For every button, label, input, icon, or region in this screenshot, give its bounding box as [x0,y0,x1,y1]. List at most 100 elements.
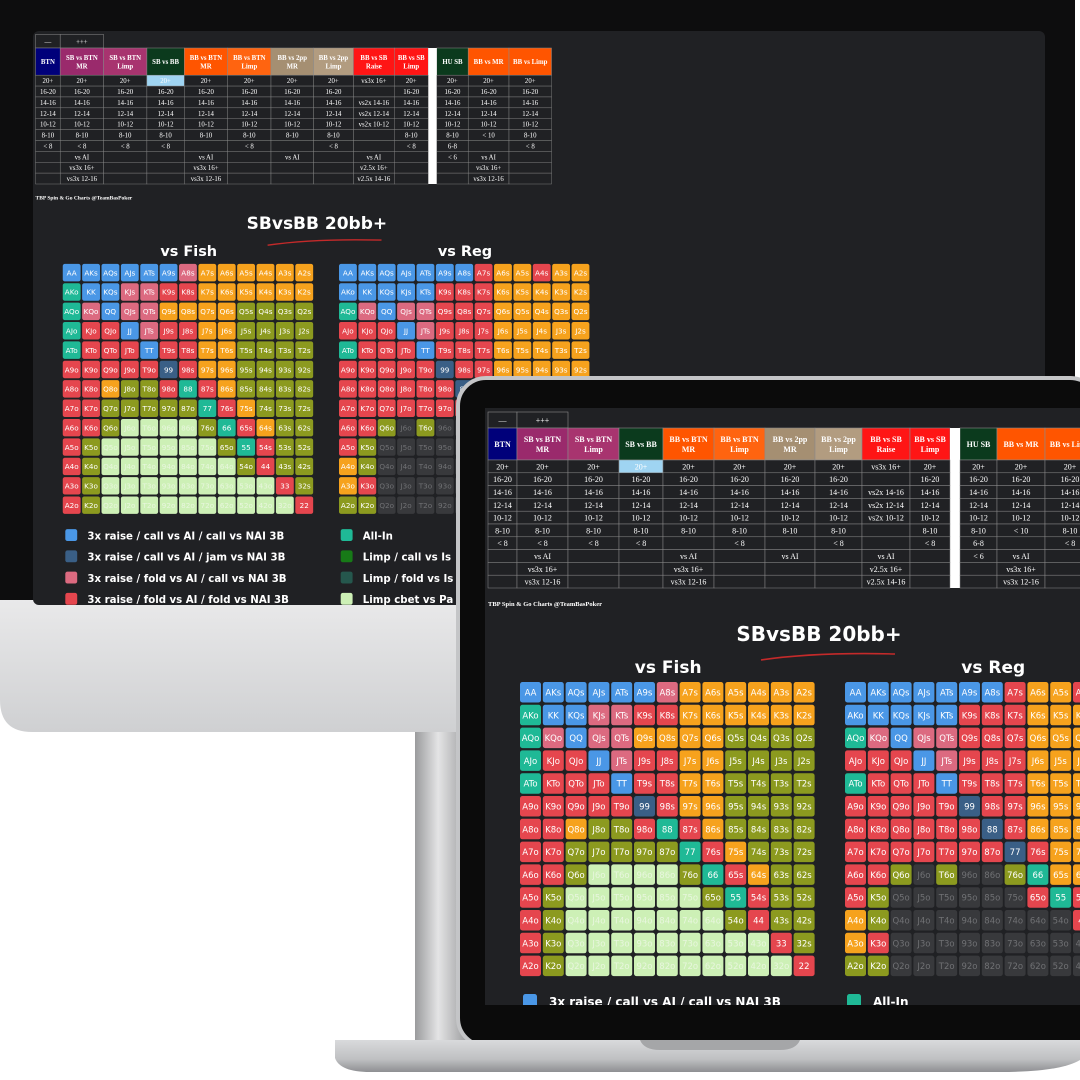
hand-label: T9o [141,365,156,374]
table-cell [764,574,816,589]
hand-cell [793,750,815,771]
hand-cell [702,704,724,726]
hand-cell [82,341,100,359]
hand-label: T6s [704,780,721,790]
table-cell [567,562,620,576]
hand-cell [867,910,889,931]
hand-cell [295,438,314,456]
hand-label: KK [548,711,560,721]
hand-label: 99 [164,365,174,374]
hand-label: 54s [751,894,767,904]
hand-cell [339,322,357,340]
hand-label: T8s [659,780,676,790]
column-header [662,427,715,461]
hand-label: T7s [1007,780,1024,790]
hand-label: Q2o [103,501,118,510]
hand-cell [295,341,314,359]
hand-cell [959,841,980,863]
hand-cell [936,750,958,771]
hand-cell [571,302,590,321]
title-underline [760,652,896,661]
table-cell-text: 10-12 [481,122,497,129]
table-cell-text: 20+ [244,78,255,85]
table-cell-text: 16-20 [584,475,603,484]
hand-cell [611,704,633,726]
hand-label: A4o [65,462,80,471]
hand-cell [702,818,724,840]
hand-cell [377,283,396,301]
hand-cell [217,263,236,282]
hand-cell [198,496,217,514]
hand-cell [913,682,935,703]
hand-cell [62,283,81,301]
top-label: — [43,39,51,46]
title-underline [267,239,382,246]
hand-cell [377,263,396,282]
hand-cell [845,864,866,885]
table-cell [103,162,148,174]
hand-cell [237,477,256,495]
hand-cell [770,910,792,931]
column-header [567,427,620,461]
hand-cell [275,341,294,359]
hand-cell [656,796,678,817]
hand-label: 54o [728,917,744,927]
hand-label: 74s [259,404,272,413]
table-cell [861,472,911,486]
table-cell-text: < 8 [636,539,647,548]
hand-cell [358,263,377,282]
hand-label: 63o [1030,939,1046,949]
hand-cell [936,773,958,794]
hand-label: 55 [730,894,741,904]
table-gap [950,428,960,588]
hand-label: T5o [938,894,955,904]
table-cell-text: 12-14 [445,111,461,118]
hand-cell [1004,887,1026,908]
hand-cell [890,750,912,771]
hand-label: Q5o [379,443,394,452]
hand-label: J5o [916,894,930,904]
hand-cell [474,341,493,359]
table-cell-text: 10-12 [403,122,419,129]
hand-label: J8o [123,385,136,394]
hand-cell [748,796,769,817]
table-cell-text: 14-16 [117,100,133,107]
hand-label: JJ [403,327,408,336]
hand-label: 99 [639,803,650,813]
hand-label: JJ [920,757,926,767]
hand-cell [397,477,415,495]
hand-label: T2o [613,962,630,972]
hand-label: T3o [613,939,630,949]
hand-cell [513,302,532,321]
hand-label: Q4o [103,462,118,471]
hand-cell [1073,864,1080,885]
hand-label: J6o [123,423,136,432]
top-label: +++ [76,39,88,46]
table-cell-text: 20+ [406,78,417,85]
hand-cell [1073,818,1080,840]
hand-label: 85s [728,825,744,835]
table-cell-text: 20+ [587,462,600,471]
hand-cell [159,322,178,340]
hand-label: ATs [940,689,954,699]
hand-cell [513,263,532,282]
table-cell-text: 10-12 [117,122,133,129]
hand-cell [140,263,159,282]
hand-label: 77 [1010,848,1021,858]
hand-label: 94o [636,917,652,927]
hand-cell [793,910,815,931]
top-label: — [498,416,508,425]
hand-cell [275,457,294,476]
table-cell-text: 16-20 [921,475,940,484]
hand-cell [702,955,724,977]
table-cell-text: 12-14 [158,111,174,118]
hand-label: Q9o [892,803,909,813]
hand-label: KTs [615,711,629,721]
table-cell-text: 14-16 [40,100,56,107]
hand-cell [845,955,866,977]
hand-cell [1073,841,1080,863]
hand-cell [913,932,935,954]
table-cell-text: 16-20 [781,475,800,484]
grid-title: vs Reg [438,244,492,260]
hand-cell [542,796,564,817]
